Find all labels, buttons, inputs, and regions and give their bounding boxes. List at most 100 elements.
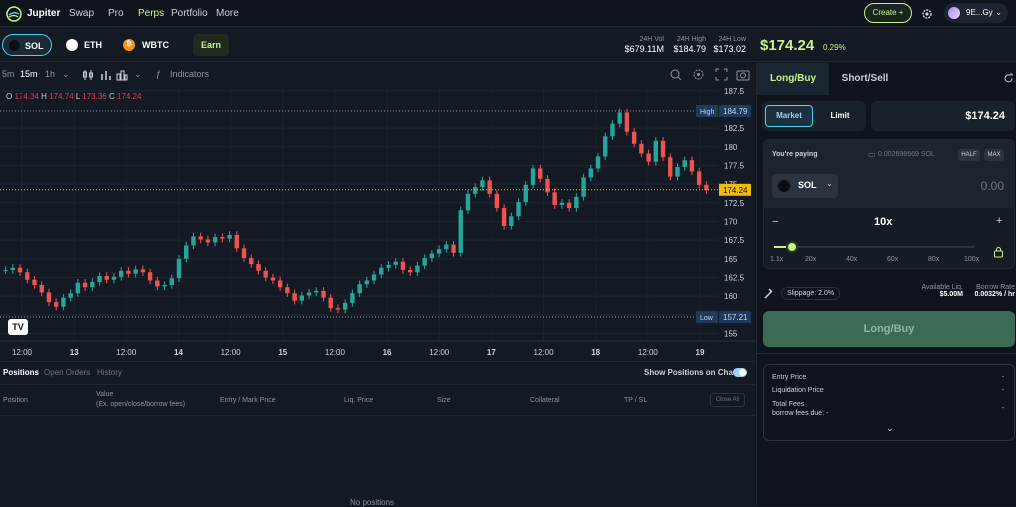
decrease-leverage-button[interactable]: − bbox=[772, 216, 779, 228]
low-marker-value-bg bbox=[719, 311, 751, 324]
candle-body bbox=[617, 112, 622, 124]
stat-24h-high: 24H High $184.79 bbox=[668, 36, 706, 54]
nav-portfolio[interactable]: Portfolio bbox=[171, 8, 208, 19]
slippage-button[interactable]: Slippage: 2.0% bbox=[781, 287, 841, 300]
long-buy-submit-button[interactable]: Long/Buy bbox=[763, 311, 1015, 347]
jupiter-logo-icon[interactable] bbox=[6, 6, 22, 22]
chart-canvas[interactable]: 187.5182.5180177.5175172.5170167.5165162… bbox=[0, 87, 755, 361]
candle-body bbox=[205, 239, 211, 243]
stat-label: 24H Vol bbox=[639, 36, 664, 43]
candle-body bbox=[306, 292, 312, 296]
timeframe-15m[interactable]: 15m bbox=[20, 69, 38, 79]
close-all-button[interactable]: Close All bbox=[710, 393, 745, 407]
token-tab-wbtc[interactable]: ₿ WBTC bbox=[120, 34, 180, 56]
tools-icon[interactable] bbox=[764, 288, 777, 299]
refresh-icon[interactable] bbox=[1003, 73, 1014, 84]
price-value: $174.24 bbox=[965, 110, 1005, 122]
candle-body bbox=[538, 168, 543, 179]
candle-body bbox=[458, 210, 463, 253]
bar-chart-icon[interactable] bbox=[100, 69, 112, 81]
timeframe-1h[interactable]: 1h bbox=[45, 69, 56, 79]
candle-body bbox=[335, 308, 341, 310]
half-button[interactable]: HALF bbox=[958, 149, 980, 161]
ohlc-c-label: C bbox=[108, 92, 115, 101]
tab-short-sell[interactable]: Short/Sell bbox=[841, 73, 889, 84]
limit-button[interactable]: Limit bbox=[830, 111, 850, 120]
price-change: 0.29% bbox=[823, 43, 846, 52]
candle-body bbox=[212, 237, 218, 243]
show-positions-label: Show Positions on Chart bbox=[644, 368, 739, 377]
wallet-icon: ▭ bbox=[868, 150, 876, 159]
tradingview-logo[interactable]: TV bbox=[8, 319, 28, 335]
y-tick-label: 170 bbox=[724, 217, 738, 226]
leverage-slider-handle[interactable] bbox=[786, 241, 798, 253]
increase-leverage-button[interactable]: + bbox=[996, 215, 1003, 227]
leverage-slider-track[interactable] bbox=[774, 241, 974, 253]
borrow-rate-value: 0.0032% / hr bbox=[974, 291, 1015, 298]
gear-icon[interactable] bbox=[920, 7, 934, 21]
max-button[interactable]: MAX bbox=[984, 149, 1004, 161]
candlestick-icon[interactable] bbox=[82, 69, 94, 81]
tab-open-orders[interactable]: Open Orders bbox=[44, 368, 91, 377]
tab-history[interactable]: History bbox=[97, 368, 122, 377]
earn-button[interactable]: Earn bbox=[193, 34, 229, 56]
candle-body bbox=[588, 168, 593, 178]
candle-body bbox=[220, 237, 225, 239]
brand-name[interactable]: Jupiter bbox=[27, 8, 61, 19]
chevron-down-icon[interactable]: ⌄ bbox=[886, 423, 894, 433]
crosshair-icon[interactable] bbox=[669, 68, 682, 81]
lev-tick: 1.1x bbox=[770, 256, 784, 263]
ohlc-c-value: 174.24 bbox=[117, 92, 142, 101]
fullscreen-icon[interactable] bbox=[715, 68, 728, 81]
candle-body bbox=[603, 136, 608, 157]
indicators-button[interactable]: Indicators bbox=[170, 69, 210, 79]
candle-body bbox=[574, 196, 579, 209]
nav-pro[interactable]: Pro bbox=[108, 8, 124, 19]
pay-box: You're paying ▭ 0.002698669 SOL HALF MAX… bbox=[763, 139, 1015, 269]
chevron-down-icon: ⌄ bbox=[995, 8, 1002, 17]
col-value: Value bbox=[96, 391, 114, 398]
token-tab-sol[interactable]: SOL bbox=[2, 34, 52, 56]
token-tab-eth[interactable]: ETH bbox=[62, 34, 112, 56]
y-tick-label: 177.5 bbox=[724, 161, 745, 170]
nav-perps[interactable]: Perps bbox=[138, 8, 165, 19]
x-tick-label: 12:00 bbox=[116, 348, 137, 357]
timeframe-5m[interactable]: 5m bbox=[2, 69, 15, 79]
create-button[interactable]: Create + bbox=[864, 3, 912, 23]
chart-type-icon[interactable] bbox=[116, 69, 128, 81]
nav-swap[interactable]: Swap bbox=[69, 8, 95, 19]
wallet-button[interactable]: 9E...Gy ⌄ bbox=[944, 3, 1008, 23]
settings-icon[interactable] bbox=[692, 68, 705, 81]
x-tick-label: 12:00 bbox=[429, 348, 450, 357]
chevron-down-icon[interactable]: ⌄ bbox=[134, 69, 142, 79]
price-chart[interactable]: O 174.34 H 174.74 L 173.36 C 174.24 187.… bbox=[0, 87, 755, 361]
candle-body bbox=[487, 180, 492, 194]
chevron-down-icon[interactable]: ⌄ bbox=[62, 69, 70, 79]
nav-more[interactable]: More bbox=[216, 8, 239, 19]
show-positions-toggle[interactable] bbox=[733, 368, 747, 377]
camera-icon[interactable] bbox=[736, 68, 750, 81]
candle-body bbox=[321, 290, 326, 298]
stat-24h-vol: 24H Vol $679.11M bbox=[620, 36, 664, 54]
tab-long-buy[interactable]: Long/Buy bbox=[757, 63, 829, 95]
candle-body bbox=[436, 249, 442, 254]
lock-icon[interactable] bbox=[993, 246, 1004, 258]
x-tick-label: 19 bbox=[696, 348, 705, 357]
col-size: Size bbox=[437, 397, 451, 404]
market-button[interactable]: Market bbox=[765, 105, 813, 127]
token-select[interactable]: SOL ⌄ bbox=[772, 174, 838, 198]
ohlc-o-value: 174.34 bbox=[14, 92, 39, 101]
amount-input[interactable]: 0.00 bbox=[980, 179, 1004, 193]
tab-positions[interactable]: Positions bbox=[3, 368, 40, 377]
available-liq: Available Liq. $5.00M bbox=[907, 284, 963, 298]
col-position: Position bbox=[3, 397, 28, 404]
token-select-label: SOL bbox=[798, 180, 817, 190]
x-tick-label: 13 bbox=[70, 348, 79, 357]
candle-body bbox=[342, 302, 348, 310]
stat-value: $173.02 bbox=[713, 44, 746, 54]
borrow-rate: Borrow Rate 0.0032% / hr bbox=[965, 284, 1015, 298]
balance-value: 0.002698669 SOL bbox=[878, 151, 935, 158]
candle-body bbox=[25, 272, 30, 280]
liq-price-label: Liquidation Price bbox=[772, 387, 824, 394]
candle-body bbox=[552, 192, 557, 206]
